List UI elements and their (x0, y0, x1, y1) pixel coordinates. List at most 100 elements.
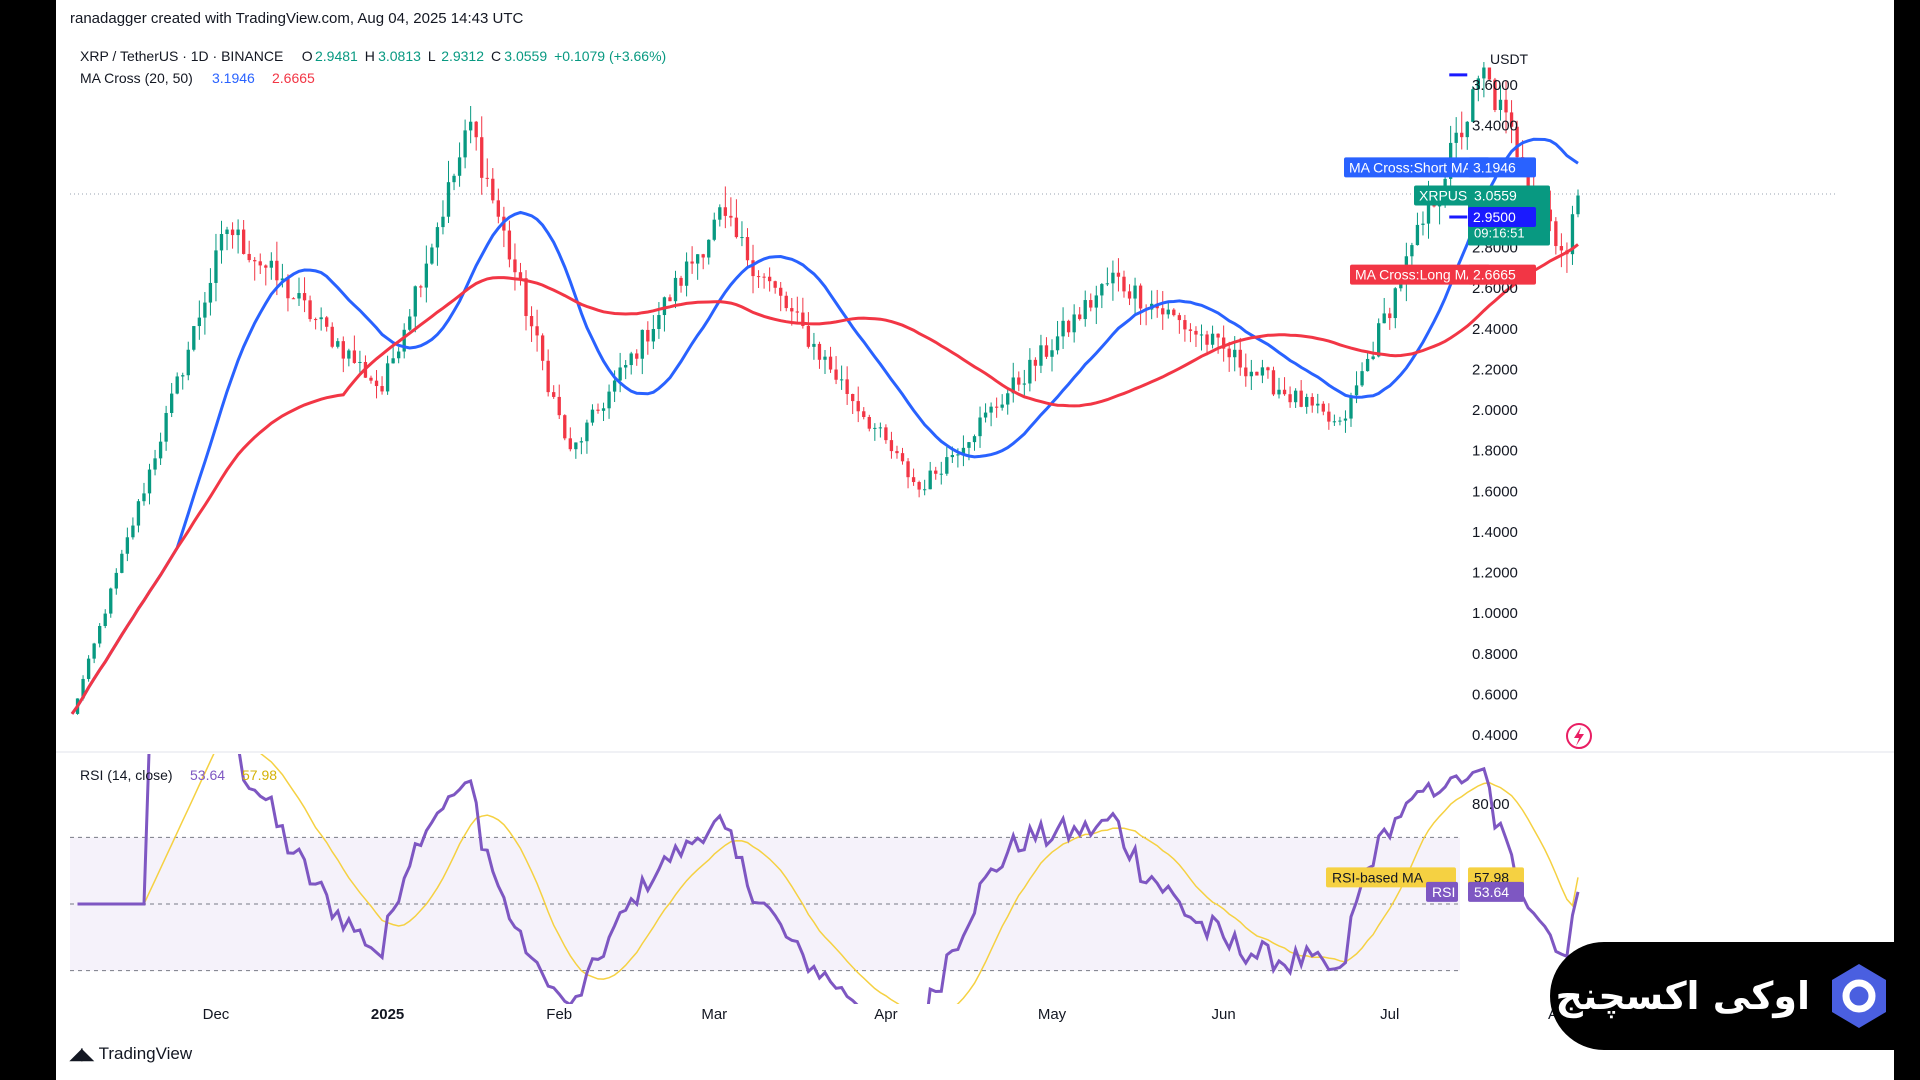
rsi-ma-line (77, 754, 1579, 1004)
candle-body (1349, 395, 1353, 419)
candle-body (468, 121, 473, 131)
okx-badge-text: اوکی اکسچنج (1555, 974, 1811, 1018)
candle-body (740, 237, 744, 239)
candle-body (934, 470, 938, 474)
candle-body (1559, 246, 1564, 251)
rsi-ma-tag-bg (1326, 867, 1456, 888)
candle-body (170, 393, 174, 413)
x-tick-label: Mar (701, 1006, 727, 1023)
candle-body (1338, 420, 1342, 422)
high-label: H (365, 48, 375, 64)
candle-body (756, 276, 761, 278)
candle-body (1526, 171, 1530, 186)
candle-body (867, 417, 871, 429)
candle-body (1299, 390, 1303, 407)
candle-body (1266, 367, 1270, 371)
candle-body (291, 298, 296, 300)
candle-body (1161, 308, 1165, 315)
candle-body (1210, 333, 1215, 345)
price-chart[interactable]: 80.00 RSI-based MA 57.98 RSI 53.64 RSI (14, c… (56, 0, 1894, 1080)
rsi-tick: 80.00 (1472, 796, 1510, 813)
candle-body (336, 341, 340, 347)
candle-body (269, 260, 273, 268)
candle-body (718, 207, 722, 220)
candle-body (585, 422, 589, 442)
x-tick-label: Jul (1380, 1006, 1399, 1023)
candle-body (1227, 348, 1231, 358)
candle-body (347, 350, 351, 359)
candle-body (114, 572, 118, 589)
candle-body (1100, 284, 1104, 296)
candle-body (1238, 349, 1242, 368)
candle-body (989, 406, 993, 413)
candle-body (491, 178, 495, 201)
candle-body (856, 401, 860, 412)
low-label: L (428, 48, 436, 64)
candle-body (618, 367, 622, 381)
candle-body (275, 260, 279, 281)
candle-body (900, 453, 905, 462)
candle-body (1382, 313, 1386, 324)
candles (75, 62, 1580, 715)
candle-body (164, 412, 168, 442)
candle-body (374, 380, 379, 387)
candle-body (1493, 79, 1497, 111)
candle-body (784, 295, 788, 309)
candle-body (1050, 350, 1054, 357)
candle-body (391, 358, 395, 364)
candle-body (142, 493, 146, 502)
candle-body (1548, 209, 1552, 222)
candle-body (452, 175, 456, 183)
y-tick-label: 1.0000 (1472, 605, 1518, 622)
candle-body (596, 409, 600, 411)
candle-body (1061, 320, 1065, 337)
candle-body (1133, 285, 1137, 299)
rsi-tag-bg (1426, 881, 1458, 902)
rsi-ma-tag-label: RSI-based MA (1332, 869, 1424, 885)
candle-body (1116, 272, 1121, 277)
candle-body (679, 277, 683, 286)
candle-body (779, 287, 783, 296)
short-ma-tag-value: 3.1946 (1473, 159, 1516, 175)
x-tick-label: Feb (546, 1006, 572, 1023)
y-tick-label: 2.2000 (1472, 361, 1518, 378)
candle-body (657, 315, 661, 329)
candle-body (607, 391, 611, 409)
candle-body (1487, 67, 1492, 80)
candle-body (967, 442, 971, 448)
candle-body (1172, 309, 1176, 316)
candle-body (402, 329, 406, 352)
candle-body (563, 415, 567, 439)
open-value: 2.9481 (315, 48, 358, 64)
price-tags: MA Cross:Short MA3.1946XRPUSDT3.0559+495… (1344, 157, 1550, 285)
candle-body (911, 477, 916, 483)
candle-body (878, 427, 883, 429)
candle-body (751, 260, 755, 277)
candle-body (474, 121, 478, 138)
candle-body (441, 216, 445, 228)
candle-body (385, 363, 390, 392)
horizontal-levels[interactable] (1446, 73, 1468, 219)
candle-body (485, 177, 489, 179)
candle-body (341, 341, 345, 359)
candle-body (1271, 370, 1276, 395)
long-ma-tag-label-bg (1350, 264, 1490, 285)
change-value: +0.1079 (+3.66%) (554, 48, 666, 64)
candle-body (1078, 314, 1082, 320)
candle-body (795, 311, 799, 313)
close-value: 3.0559 (504, 48, 547, 64)
candle-body (286, 278, 290, 299)
y-tick-label: 3.4000 (1472, 118, 1518, 135)
candle-body (1044, 345, 1049, 357)
candle-body (823, 356, 827, 360)
candle-body (496, 200, 500, 217)
candle-body (1233, 349, 1237, 358)
candle-body (319, 317, 323, 320)
rsi-legend-value: 53.64 (190, 767, 225, 783)
candle-body (1354, 385, 1359, 396)
candle-body (1089, 300, 1093, 308)
candle-body (352, 350, 357, 363)
rsi-lines (77, 754, 1580, 1004)
candle-body (646, 329, 650, 342)
okx-exchange-badge: اوکی اکسچنج (1550, 942, 1920, 1050)
